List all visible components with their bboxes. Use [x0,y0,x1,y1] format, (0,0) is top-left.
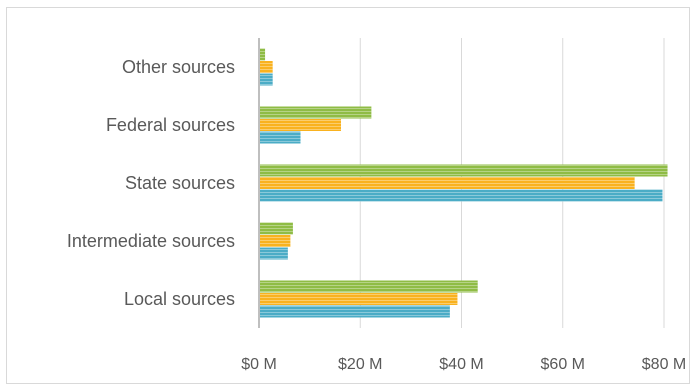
category-labels: Local sources Intermediate sources State s… [67,57,235,309]
bar-texture [260,48,266,61]
bar-texture [260,305,450,318]
bar-texture [260,247,288,260]
bar-texture [260,119,341,131]
bar-texture [260,222,293,235]
bar-texture [260,189,663,202]
category-label: State sources [125,173,235,193]
bars [260,48,668,318]
bar-texture [260,73,273,86]
bar-texture [260,106,372,119]
bar-texture [260,177,635,189]
x-tick-label: $0 M [241,356,277,373]
category-label: Other sources [122,57,235,77]
tick-labels: $0 M $20 M $40 M $60 M $80 M [241,356,686,373]
category-label: Federal sources [106,115,235,135]
x-tick-label: $20 M [338,356,382,373]
x-tick-label: $40 M [439,356,483,373]
bar-texture [260,235,291,247]
bar-texture [260,164,668,177]
category-label: Intermediate sources [67,231,235,251]
bar-texture [260,61,273,73]
bar-texture [260,131,301,144]
x-tick-label: $80 M [642,356,686,373]
bar-texture [260,293,458,305]
bar-texture [260,280,478,293]
x-tick-label: $60 M [541,356,585,373]
category-label: Local sources [124,289,235,309]
